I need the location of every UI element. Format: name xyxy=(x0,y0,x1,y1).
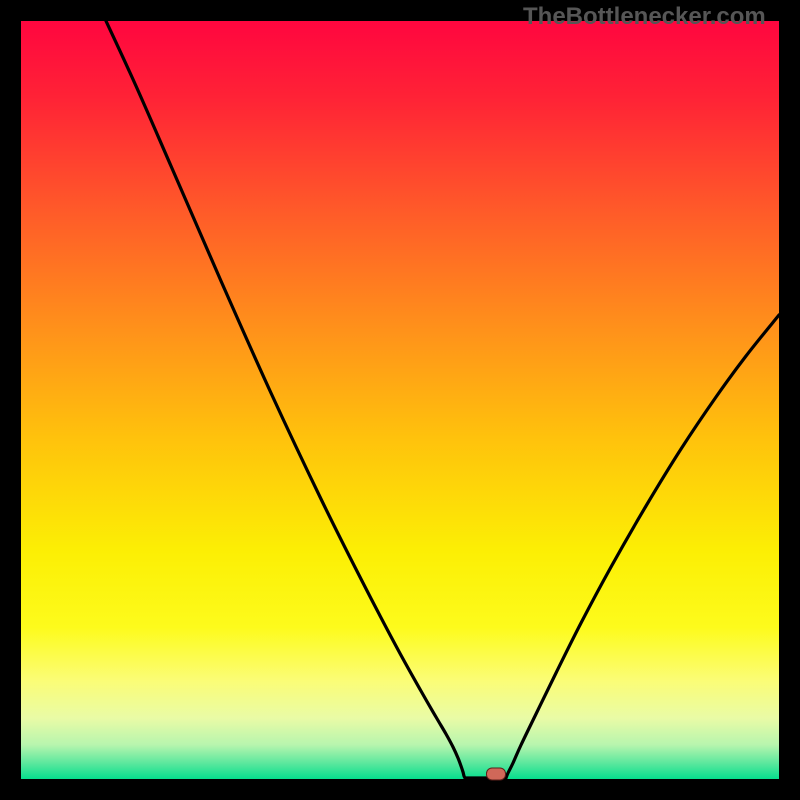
watermark-text: TheBottlenecker.com xyxy=(523,3,766,31)
optimum-marker xyxy=(486,768,506,781)
bottleneck-curve xyxy=(21,21,779,779)
